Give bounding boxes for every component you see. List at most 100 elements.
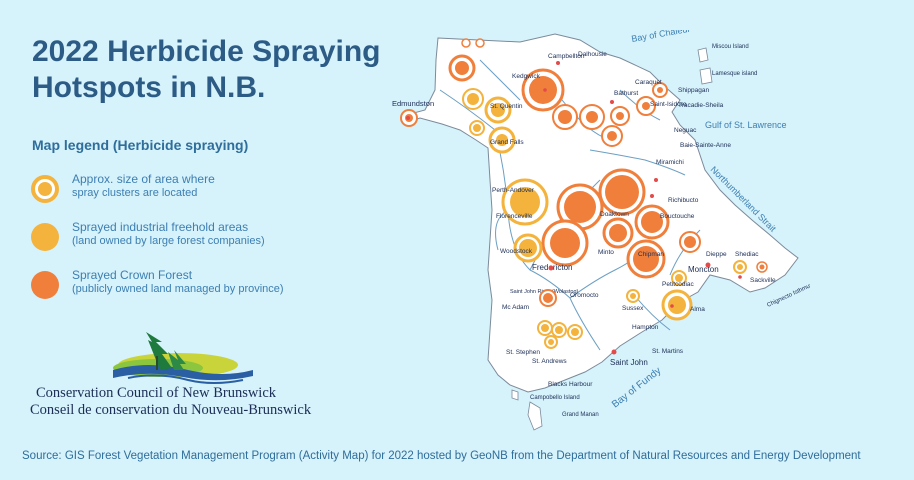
crown-forest-cluster bbox=[539, 289, 557, 307]
freehold-cluster bbox=[544, 335, 558, 349]
miscou-island bbox=[697, 47, 709, 63]
freehold-cluster bbox=[537, 320, 553, 336]
place-label: Neguac bbox=[674, 127, 697, 134]
water-label: Gulf of St. Lawrence bbox=[705, 120, 787, 130]
freehold-cluster bbox=[733, 260, 747, 274]
title-line-2: Hotspots in N.B. bbox=[32, 71, 266, 104]
crown-forest-cluster bbox=[634, 204, 670, 240]
crown-forest-cluster bbox=[610, 106, 630, 126]
place-label: Campbellton bbox=[548, 53, 585, 60]
legend-title: Map legend (Herbicide spraying) bbox=[32, 137, 249, 153]
place-label: Dieppe bbox=[706, 251, 727, 258]
water-label: Bay of Fundy bbox=[610, 365, 663, 410]
crown-forest-cluster bbox=[448, 54, 476, 82]
freehold-dot-icon bbox=[31, 223, 59, 251]
crown-forest-cluster bbox=[521, 68, 565, 112]
place-label: St. Martins bbox=[652, 348, 684, 355]
place-label: Edmundston bbox=[392, 99, 434, 108]
grand-manan-island bbox=[527, 401, 543, 431]
place-label: Caraquet bbox=[635, 79, 662, 86]
freehold-cluster bbox=[501, 178, 549, 226]
crown-dot-icon bbox=[31, 271, 59, 299]
place-label: Lamesque island bbox=[712, 71, 757, 77]
organization-name-fr: Conseil de conservation du Nouveau-Bruns… bbox=[30, 402, 312, 418]
place-label: Dalhousie bbox=[578, 51, 607, 58]
place-label: Bathurst bbox=[614, 90, 638, 97]
legend-item-label: Sprayed industrial freehold areas bbox=[72, 220, 249, 234]
crown-forest-cluster bbox=[601, 125, 623, 147]
place-label: Saint John bbox=[610, 358, 648, 367]
freehold-cluster bbox=[462, 88, 484, 110]
legend-item-label: Approx. size of area where bbox=[72, 172, 215, 186]
place-label: St. Stephen bbox=[506, 349, 540, 356]
crown-forest-cluster bbox=[598, 168, 646, 216]
place-label: Shediac bbox=[735, 251, 759, 258]
place-label: Hampton bbox=[632, 324, 659, 331]
place-label: St. Quentin bbox=[490, 103, 523, 110]
water-label: Chignecto Isthmus bbox=[766, 282, 810, 308]
place-label: Florenceville bbox=[496, 213, 533, 220]
legend-item-sublabel: spray clusters are located bbox=[72, 187, 198, 199]
place-label: St. Andrews bbox=[532, 358, 567, 365]
map-title: 2022 Herbicide Spraying Hotspots in N.B. bbox=[32, 34, 381, 106]
place-label: Alma bbox=[690, 306, 705, 313]
place-label: Grand Manan bbox=[562, 412, 599, 418]
place-label: Miscou Island bbox=[712, 44, 749, 50]
place-label: Doaktown bbox=[600, 211, 629, 218]
freehold-cluster bbox=[661, 289, 693, 321]
place-label: Chipman bbox=[638, 251, 664, 258]
spray-clusters bbox=[400, 38, 768, 349]
city-markers bbox=[406, 61, 742, 355]
legend-item-sublabel: (publicly owned land managed by province… bbox=[72, 283, 284, 295]
place-labels: Campbellton Dalhousie Kedgwick Edmundsto… bbox=[392, 44, 776, 418]
crown-forest-cluster bbox=[756, 261, 768, 273]
crown-forest-cluster bbox=[652, 82, 668, 98]
crown-forest-cluster bbox=[579, 104, 605, 130]
organization-name-en: Conservation Council of New Brunswick bbox=[36, 385, 277, 401]
freehold-cluster bbox=[461, 38, 471, 48]
crown-forest-cluster bbox=[626, 239, 666, 279]
place-label: Campobello Island bbox=[530, 395, 580, 401]
crown-forest-cluster bbox=[602, 217, 634, 249]
freehold-cluster bbox=[567, 324, 583, 340]
new-brunswick-map: Bay of Chaleur Gulf of St. Lawrence Nort… bbox=[392, 30, 810, 431]
freehold-cluster bbox=[513, 233, 543, 263]
place-label: Oromocto bbox=[570, 292, 599, 299]
place-label: Blacks Harbour bbox=[548, 381, 593, 388]
freehold-cluster bbox=[484, 96, 512, 124]
place-label: Bouctouche bbox=[660, 213, 695, 220]
place-label: Miramichi bbox=[656, 159, 684, 166]
legend-item-sublabel: (land owned by large forest companies) bbox=[72, 235, 265, 247]
new-brunswick-land bbox=[407, 33, 799, 393]
campobello-island bbox=[511, 389, 519, 401]
freehold-cluster bbox=[626, 289, 640, 303]
place-label: Sackville bbox=[750, 277, 776, 284]
freehold-cluster bbox=[551, 322, 567, 338]
place-label: Perth-Andover bbox=[492, 187, 535, 194]
place-label: Tracadie-Sheila bbox=[678, 102, 724, 109]
place-label: Moncton bbox=[688, 265, 719, 274]
place-label: Grand Falls bbox=[490, 139, 524, 146]
lameque-island bbox=[699, 67, 713, 85]
title-line-1: 2022 Herbicide Spraying bbox=[32, 35, 381, 68]
place-label: Sussex bbox=[622, 305, 644, 312]
conservation-council-logo bbox=[113, 332, 253, 384]
place-label: Mc Adam bbox=[502, 304, 529, 311]
place-label: Minto bbox=[598, 249, 614, 256]
place-label: Petitcodiac bbox=[662, 281, 695, 288]
crown-forest-cluster bbox=[636, 96, 656, 116]
water-label: Bay of Chaleur bbox=[631, 30, 691, 44]
freehold-cluster bbox=[488, 126, 516, 154]
source-note: Source: GIS Forest Vegetation Management… bbox=[22, 450, 861, 462]
freehold-cluster bbox=[469, 120, 485, 136]
freehold-cluster bbox=[475, 38, 485, 48]
crown-forest-cluster bbox=[541, 219, 589, 267]
place-label: Baie-Sainte-Anne bbox=[680, 142, 731, 149]
freehold-cluster bbox=[671, 270, 687, 286]
place-label: Woodstock bbox=[500, 248, 533, 255]
crown-forest-cluster bbox=[679, 231, 701, 253]
legend-item-label: Sprayed Crown Forest bbox=[72, 268, 193, 282]
place-label: Saint-Isidore bbox=[650, 101, 687, 108]
place-label: Richibucto bbox=[668, 197, 699, 204]
place-label: Shippagan bbox=[678, 87, 709, 94]
